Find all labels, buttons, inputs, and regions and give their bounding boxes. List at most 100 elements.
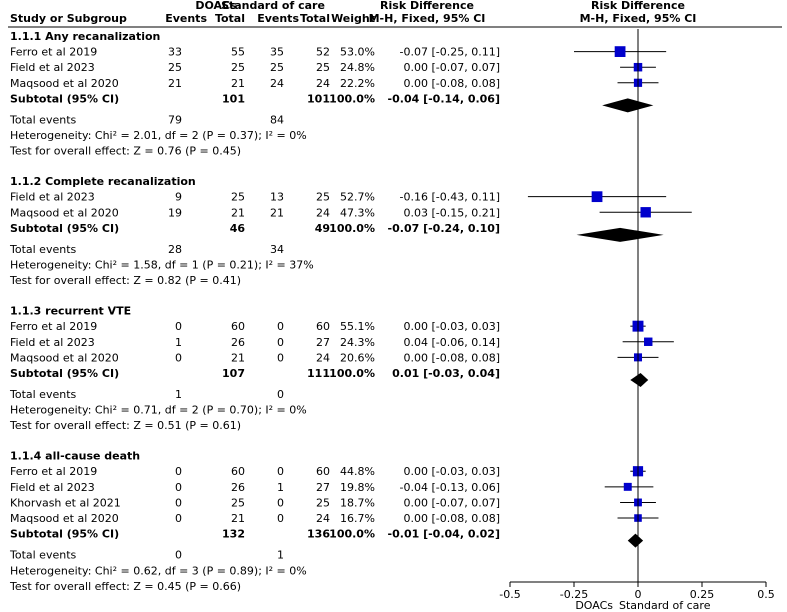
study-weight: 44.8%: [340, 465, 375, 478]
subtotal-total-doacs: 46: [230, 222, 246, 235]
study-weight: 47.3%: [340, 206, 375, 219]
study-name: Khorvash et al 2021: [10, 496, 121, 509]
events-doacs: 9: [175, 191, 182, 204]
study-ci: 0.00 [-0.08, 0.08]: [403, 77, 500, 90]
header-total-2: Total: [300, 12, 330, 25]
total-soc: 25: [316, 61, 330, 74]
header-events-1: Events: [165, 12, 207, 25]
events-doacs: 25: [168, 61, 182, 74]
total-soc: 25: [316, 191, 330, 204]
total-doacs: 26: [231, 481, 245, 494]
events-soc: 13: [270, 191, 284, 204]
header-group2: Standard of care: [221, 0, 325, 12]
events-soc: 35: [270, 46, 284, 59]
total-events-doacs: 79: [168, 113, 182, 126]
heterogeneity-text: Heterogeneity: Chi² = 0.71, df = 2 (P = …: [10, 404, 307, 417]
total-doacs: 21: [231, 512, 245, 525]
total-events-soc: 0: [277, 388, 284, 401]
header-study: Study or Subgroup: [10, 12, 127, 25]
total-events-label: Total events: [9, 388, 77, 401]
total-doacs: 21: [231, 206, 245, 219]
subtotal-weight: 100.0%: [329, 92, 375, 105]
subtotal-ci: -0.01 [-0.04, 0.02]: [388, 528, 500, 541]
study-marker: [591, 191, 603, 203]
events-doacs: 0: [175, 351, 182, 364]
study-ci: 0.00 [-0.08, 0.08]: [403, 512, 500, 525]
subtotal-total-soc: 49: [315, 222, 330, 235]
subgroup-title: 1.1.3 recurrent VTE: [10, 305, 131, 318]
x-axis: -0.5 -0.25 0 0.25 0.5: [499, 581, 775, 601]
header-events-2: Events: [257, 12, 299, 25]
x-tick-label: 0: [635, 588, 642, 601]
study-name: Field et al 2023: [10, 191, 95, 204]
study-ci: 0.00 [-0.07, 0.07]: [403, 61, 500, 74]
study-weight: 55.1%: [340, 320, 375, 333]
events-soc: 25: [270, 61, 284, 74]
subtotal-total-soc: 111: [307, 367, 330, 380]
study-weight: 20.6%: [340, 351, 375, 364]
total-soc: 24: [316, 512, 330, 525]
subtotal-total-doacs: 107: [222, 367, 245, 380]
subgroup-title: 1.1.4 all-cause death: [10, 450, 140, 463]
favours-left-label: DOACs: [575, 599, 613, 612]
overall-effect-text: Test for overall effect: Z = 0.76 (P = 0…: [9, 145, 241, 158]
total-events-soc: 1: [277, 549, 284, 562]
events-soc: 21: [270, 206, 284, 219]
study-weight: 16.7%: [340, 512, 375, 525]
subgroup-title: 1.1.1 Any recanalization: [10, 30, 160, 43]
study-weight: 22.2%: [340, 77, 375, 90]
subtotal-ci: -0.07 [-0.24, 0.10]: [388, 222, 500, 235]
study-ci: 0.00 [-0.03, 0.03]: [403, 320, 500, 333]
total-soc: 27: [316, 481, 330, 494]
overall-effect-text: Test for overall effect: Z = 0.51 (P = 0…: [9, 419, 241, 432]
events-soc: 0: [277, 496, 284, 509]
study-ci: 0.00 [-0.03, 0.03]: [403, 465, 500, 478]
study-ci: 0.00 [-0.07, 0.07]: [403, 496, 500, 509]
total-doacs: 25: [231, 191, 245, 204]
subtotal-diamond: [627, 533, 644, 548]
subtotal-total-doacs: 101: [222, 92, 245, 105]
study-name: Field et al 2023: [10, 481, 95, 494]
total-soc: 60: [316, 320, 330, 333]
total-soc: 24: [316, 206, 330, 219]
events-soc: 0: [277, 320, 284, 333]
events-soc: 0: [277, 351, 284, 364]
study-name: Maqsood et al 2020: [10, 206, 119, 219]
total-events-soc: 34: [270, 243, 284, 256]
favours-right-label: Standard of care: [619, 599, 711, 612]
header-rd-method: M-H, Fixed, 95% CI: [369, 12, 486, 25]
study-weight: 53.0%: [340, 46, 375, 59]
total-events-label: Total events: [9, 113, 77, 126]
study-ci: -0.04 [-0.13, 0.06]: [400, 481, 501, 494]
subtotal-diamond: [630, 372, 649, 387]
total-soc: 24: [316, 351, 330, 364]
subtotal-diamond: [576, 227, 664, 242]
total-events-label: Total events: [9, 243, 77, 256]
total-soc: 25: [316, 496, 330, 509]
total-doacs: 60: [231, 465, 245, 478]
study-marker: [614, 46, 626, 57]
header-rd-title: Risk Difference: [380, 0, 474, 12]
total-soc: 27: [316, 336, 330, 349]
events-soc: 0: [277, 465, 284, 478]
study-ci: 0.04 [-0.06, 0.14]: [403, 336, 500, 349]
total-doacs: 26: [231, 336, 245, 349]
study-ci: 0.03 [-0.15, 0.21]: [403, 206, 500, 219]
total-doacs: 55: [231, 46, 245, 59]
study-ci: 0.00 [-0.08, 0.08]: [403, 351, 500, 364]
x-tick-label: -0.25: [560, 588, 588, 601]
events-doacs: 1: [175, 336, 182, 349]
subtotal-weight: 100.0%: [329, 528, 375, 541]
events-doacs: 33: [168, 46, 182, 59]
study-weight: 24.3%: [340, 336, 375, 349]
forest-rows: 1.1.1 Any recanalization Ferro et al 2019…: [9, 30, 500, 593]
total-doacs: 21: [231, 77, 245, 90]
x-tick-label: 0.5: [757, 588, 775, 601]
total-soc: 24: [316, 77, 330, 90]
forest-marks: [527, 29, 692, 582]
study-name: Maqsood et al 2020: [10, 351, 119, 364]
subtotal-label: Subtotal (95% CI): [10, 92, 119, 105]
total-events-doacs: 1: [175, 388, 182, 401]
events-soc: 24: [270, 77, 284, 90]
